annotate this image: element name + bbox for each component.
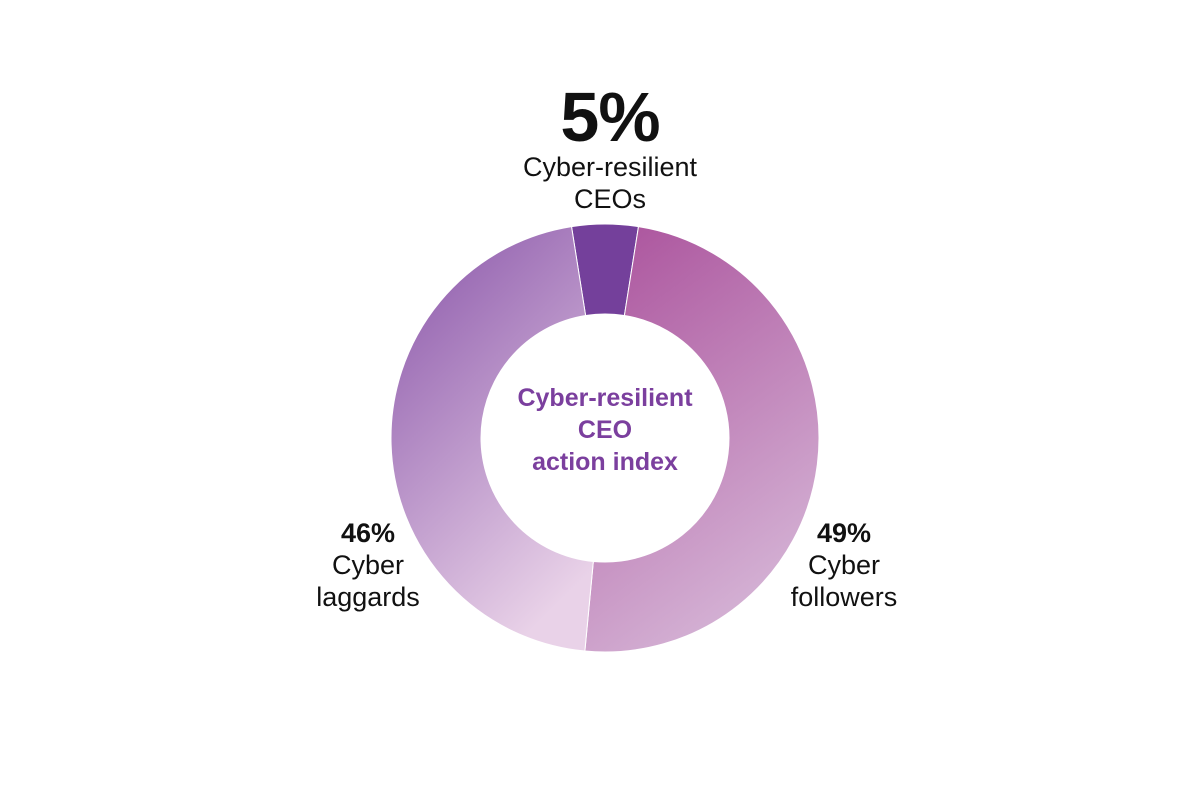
center-title-line3: action index <box>532 448 678 476</box>
donut-slice-cyber-followers <box>584 226 820 653</box>
center-title-line1: Cyber-resilient <box>517 384 693 412</box>
chart-center-title: Cyber-resilient CEO action index <box>480 382 730 478</box>
slice-name-line2: laggards <box>316 581 420 612</box>
slice-name-line1: Cyber <box>331 549 405 580</box>
slice-name-line1: Cyber-resilient <box>522 152 698 182</box>
slice-name-line1: Cyber <box>807 549 881 580</box>
center-title-line2: CEO <box>577 416 633 444</box>
donut-slice-cyber-laggards <box>390 226 594 652</box>
slice-name-line2: CEOs <box>573 183 646 214</box>
slice-value-cyber-resilient-ceos: 5% <box>560 78 660 156</box>
slice-name-line2: followers <box>790 581 898 612</box>
slice-label-cyber-laggards: 46% Cyber laggards <box>268 518 468 614</box>
slice-label-cyber-followers: 49% Cyber followers <box>744 518 944 614</box>
slice-label-cyber-resilient-ceos: 5% Cyber-resilient CEOs <box>470 82 750 216</box>
slice-value-cyber-followers: 49% <box>816 518 872 548</box>
slice-value-cyber-laggards: 46% <box>340 518 396 548</box>
